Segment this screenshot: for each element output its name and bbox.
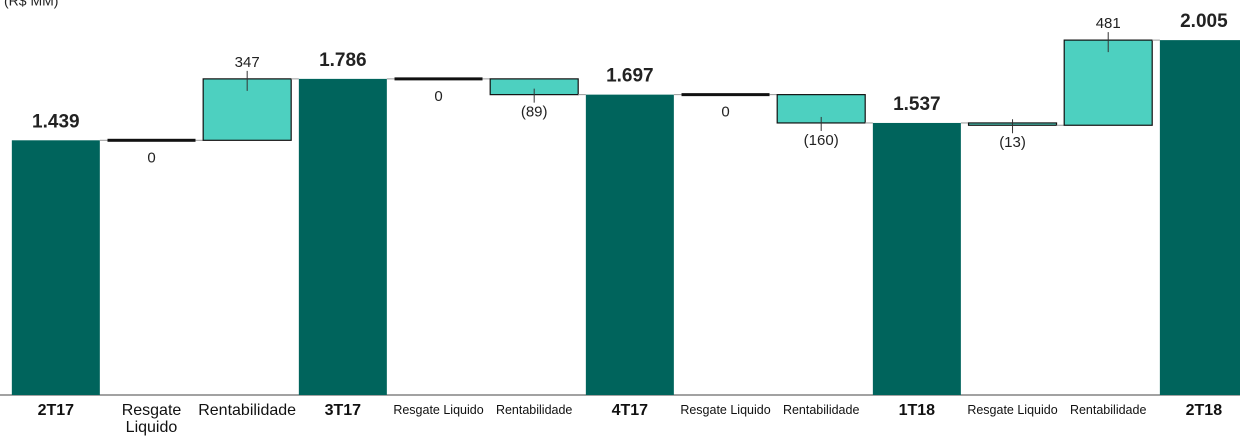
x-tick-label: Resgate Liquido	[967, 403, 1058, 417]
value-label: 2.005	[1180, 11, 1228, 32]
value-label: 1.537	[893, 94, 941, 115]
x-tick-label: 4T17	[611, 402, 649, 419]
value-label: (89)	[521, 104, 548, 121]
zero-bar	[394, 77, 483, 81]
zero-bar	[681, 93, 770, 97]
x-tick-label: 2T18	[1185, 402, 1223, 419]
total-bar	[872, 122, 961, 396]
value-label: 481	[1096, 15, 1121, 32]
value-label: 1.697	[606, 66, 654, 87]
x-tick-label: Rentabilidade	[495, 403, 573, 417]
x-tick-label: Resgate Liquido	[393, 403, 484, 417]
delta-bar	[1063, 39, 1153, 126]
value-label: 347	[235, 54, 260, 71]
x-tick-label: Rentabilidade	[198, 402, 297, 419]
value-label: 0	[721, 104, 729, 121]
value-label: (13)	[999, 134, 1026, 151]
x-tick-label: Resgate Liquido	[121, 402, 182, 436]
x-tick-label: 3T17	[324, 402, 362, 419]
value-label: (160)	[804, 132, 839, 149]
total-bar	[298, 78, 387, 396]
zero-bar	[107, 138, 196, 142]
total-bar	[11, 140, 100, 395]
x-tick-label: Rentabilidade	[782, 403, 860, 417]
x-tick-label: 1T18	[898, 402, 936, 419]
value-label: 0	[434, 88, 442, 105]
total-bar	[1159, 40, 1240, 396]
value-label: 1.439	[32, 111, 80, 132]
x-tick-label: Resgate Liquido	[680, 403, 771, 417]
value-label: 1.786	[319, 50, 367, 71]
chart-title: (R$ MM)	[4, 0, 58, 9]
x-tick-label: Rentabilidade	[1069, 403, 1147, 417]
x-tick-label: 2T17	[37, 402, 75, 419]
total-bar	[585, 94, 674, 396]
value-label: 0	[147, 149, 155, 166]
